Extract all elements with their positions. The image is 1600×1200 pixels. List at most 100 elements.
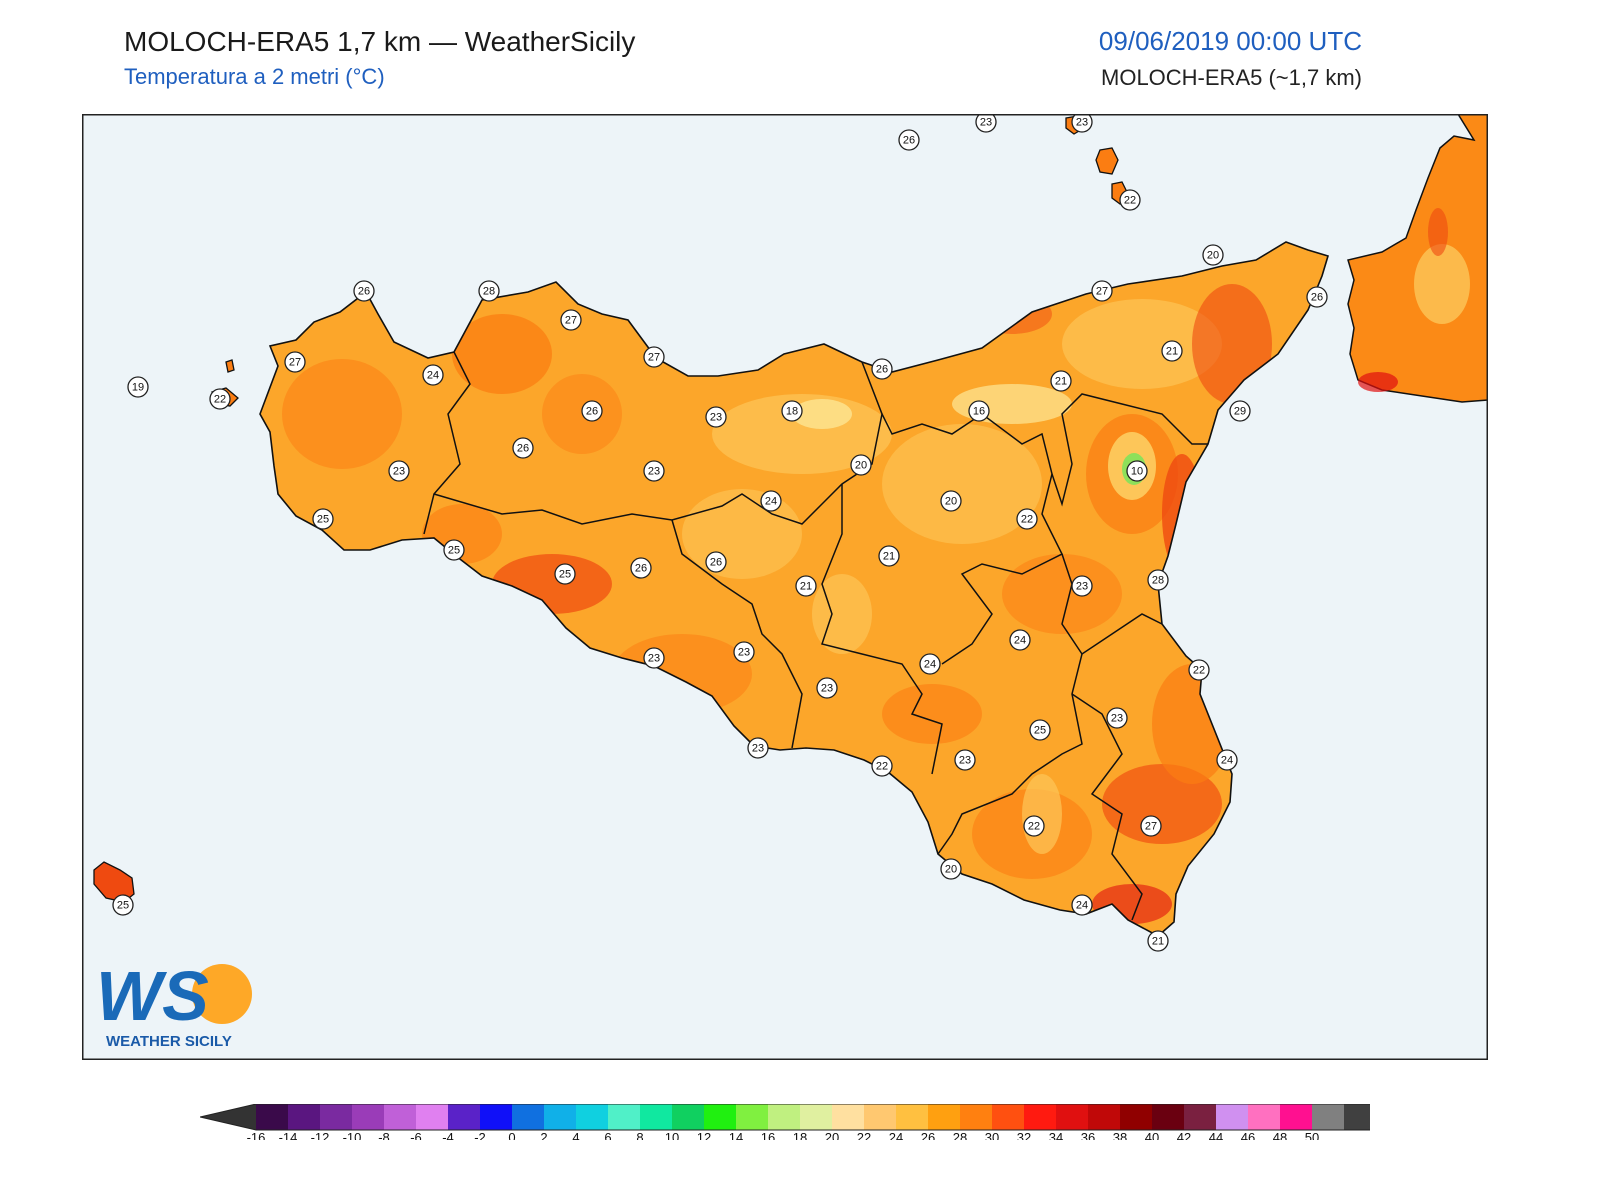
model-label: MOLOCH-ERA5 (~1,7 km) <box>1101 65 1362 90</box>
colorbar-swatch <box>1120 1104 1152 1130</box>
station-circle <box>1071 575 1093 597</box>
station-circle <box>554 563 576 585</box>
station-value: 24 <box>1076 900 1088 912</box>
station-circle <box>705 406 727 428</box>
station-marker: 23 <box>954 749 976 771</box>
station-marker: 26 <box>512 437 534 459</box>
station-circle <box>112 894 134 916</box>
colorbar-swatch <box>640 1104 672 1130</box>
station-circle <box>1202 244 1224 266</box>
pantelleria-island <box>93 861 135 903</box>
station-value: 23 <box>980 117 992 129</box>
station-value: 26 <box>358 286 370 298</box>
station-marker: 21 <box>878 545 900 567</box>
colorbar-swatch <box>288 1104 320 1130</box>
station-circle <box>1106 707 1128 729</box>
map-subtitle: Temperatura a 2 metri (°C) <box>124 64 385 89</box>
colorbar-swatch <box>736 1104 768 1130</box>
station-circle <box>127 376 149 398</box>
station-circle <box>353 280 375 302</box>
station-value: 23 <box>648 653 660 665</box>
station-value: 25 <box>448 545 460 557</box>
station-marker: 28 <box>478 280 500 302</box>
station-marker: 29 <box>1229 400 1251 422</box>
station-marker: 26 <box>898 129 920 151</box>
station-value: 22 <box>1193 665 1205 677</box>
station-marker: 23 <box>816 677 838 699</box>
colorbar-swatch <box>1088 1104 1120 1130</box>
colorbar-tick-label: 6 <box>604 1130 611 1140</box>
station-marker: 25 <box>1029 719 1051 741</box>
colorbar-swatch <box>1312 1104 1344 1130</box>
station-value: 16 <box>973 406 985 418</box>
calabria-landmass <box>1347 114 1488 403</box>
station-marker: 23 <box>388 460 410 482</box>
station-circle <box>581 400 603 422</box>
station-marker: 26 <box>871 358 893 380</box>
station-marker: 22 <box>1119 189 1141 211</box>
station-circle <box>1091 280 1113 302</box>
station-value: 27 <box>289 357 301 369</box>
calabria-hot-zone <box>1428 208 1448 256</box>
station-circle <box>1161 340 1183 362</box>
station-value: 23 <box>752 743 764 755</box>
sun-icon <box>192 964 252 1024</box>
station-value: 19 <box>132 382 144 394</box>
station-value: 23 <box>1076 581 1088 593</box>
station-value: 21 <box>1152 936 1164 948</box>
colorbar-swatch <box>768 1104 800 1130</box>
colorbar-swatches <box>200 1104 1370 1131</box>
colorbar-tick-label: 16 <box>761 1130 775 1140</box>
colorbar-tick-label: 30 <box>985 1130 999 1140</box>
colorbar-swatch <box>608 1104 640 1130</box>
station-value: 25 <box>1034 725 1046 737</box>
station-value: 27 <box>1096 286 1108 298</box>
colorbar-tick-label: 24 <box>889 1130 903 1140</box>
colorbar-swatch <box>448 1104 480 1130</box>
run-info-block: 09/06/2019 00:00 UTC MOLOCH-ERA5 (~1,7 k… <box>1099 26 1362 91</box>
colorbar-swatch <box>832 1104 864 1130</box>
colorbar-swatch <box>864 1104 896 1130</box>
colorbar-tick-label: 4 <box>572 1130 579 1140</box>
station-marker: 22 <box>209 388 231 410</box>
station-value: 23 <box>393 466 405 478</box>
station-circle <box>1140 815 1162 837</box>
station-value: 26 <box>635 563 647 575</box>
station-value: 27 <box>1145 821 1157 833</box>
logo-text: WEATHER SICILY <box>106 1033 232 1050</box>
colorbar-outline <box>200 1104 1370 1131</box>
station-circle <box>760 490 782 512</box>
station-marker: 21 <box>1050 370 1072 392</box>
station-marker: 26 <box>630 557 652 579</box>
colorbar-swatch <box>800 1104 832 1130</box>
colorbar-swatch <box>1280 1104 1312 1130</box>
colorbar-tick-label: 46 <box>1241 1130 1255 1140</box>
station-value: 24 <box>765 496 777 508</box>
colorbar-tick-label: -8 <box>378 1130 390 1140</box>
station-value: 20 <box>1207 250 1219 262</box>
station-marker: 21 <box>1147 930 1169 952</box>
colorbar-swatch <box>992 1104 1024 1130</box>
colorbar-tick-label: 20 <box>825 1130 839 1140</box>
station-circle <box>643 346 665 368</box>
temperature-colorbar: -16 -14 -12 -10 -8 -6 -4 -2 0 2 4 6 8 10 12 14 16 18 20 22 2… <box>200 1104 1370 1140</box>
colorbar-tick-label: 38 <box>1113 1130 1127 1140</box>
station-circle <box>1029 719 1051 741</box>
colorbar-swatch <box>256 1104 288 1130</box>
colorbar-tick-label: 32 <box>1017 1130 1031 1140</box>
station-marker: 23 <box>1071 114 1093 133</box>
station-marker: 25 <box>443 539 465 561</box>
station-marker: 24 <box>919 653 941 675</box>
calabria-red-zone <box>1358 372 1398 392</box>
station-value: 28 <box>1152 575 1164 587</box>
station-value: 21 <box>800 581 812 593</box>
station-marker: 23 <box>1071 575 1093 597</box>
map-frame <box>82 114 1488 1060</box>
station-marker: 22 <box>1023 815 1045 837</box>
station-marker: 25 <box>112 894 134 916</box>
station-value: 21 <box>1166 346 1178 358</box>
station-circle <box>919 653 941 675</box>
station-circle <box>747 737 769 759</box>
station-value: 22 <box>1028 821 1040 833</box>
colorbar-swatch <box>896 1104 928 1130</box>
